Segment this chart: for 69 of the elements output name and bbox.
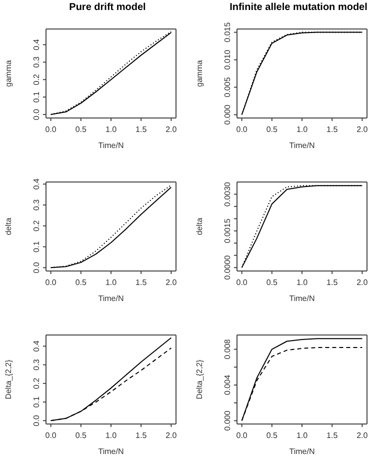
y-tick-label: 0.015: [223, 22, 232, 42]
x-axis-title: Time/N: [98, 447, 124, 456]
y-tick-label: 0.2: [32, 74, 41, 86]
x-tick-label: 1.0: [296, 278, 308, 287]
y-tick-label: 0.2: [32, 377, 41, 389]
y-tick-label: 0.3: [32, 56, 41, 68]
y-axis-title: gamma: [4, 60, 13, 87]
y-tick-label: 0.3: [32, 358, 41, 370]
x-tick-label: 0.5: [75, 278, 88, 287]
y-tick-label: 0.0030: [223, 181, 232, 206]
y-tick-label: 0.3: [32, 198, 41, 211]
x-tick-label: 2.0: [356, 125, 368, 134]
x-tick-label: 1.5: [136, 125, 148, 134]
x-axis-title: Time/N: [289, 141, 315, 150]
x-tick-label: 1.0: [296, 125, 308, 134]
chart-title: Pure drift model: [69, 2, 146, 13]
y-tick-label: 0.4: [32, 340, 41, 352]
x-axis-title: Time/N: [98, 294, 124, 303]
x-tick-label: 0.0: [45, 278, 57, 287]
y-tick-label: 0.000: [223, 410, 232, 431]
y-tick-label: 0.1: [32, 90, 41, 103]
x-tick-label: 2.0: [356, 278, 368, 287]
y-axis-title: Delta_{2,2}: [4, 359, 13, 400]
x-tick-label: 1.5: [136, 278, 148, 287]
x-tick-label: 0.5: [75, 431, 88, 440]
x-tick-label: 1.0: [105, 431, 118, 440]
y-tick-label: 0.000: [223, 104, 232, 125]
x-tick-label: 1.5: [326, 125, 338, 134]
chart-title: Infinite allele mutation model: [230, 2, 368, 13]
y-axis-title: Delta_{2,2}: [194, 359, 204, 400]
x-tick-label: 0.5: [266, 125, 278, 134]
x-tick-label: 1.5: [326, 278, 338, 287]
y-tick-label: 0.004: [223, 374, 232, 396]
y-tick-label: 0.008: [223, 338, 232, 360]
x-tick-label: 0.0: [236, 431, 248, 440]
x-tick-label: 0.0: [236, 125, 248, 134]
x-tick-label: 0.5: [75, 125, 88, 134]
x-axis-title: Time/N: [289, 294, 315, 303]
x-tick-label: 1.5: [326, 431, 338, 440]
x-tick-label: 2.0: [356, 431, 368, 440]
x-tick-label: 2.0: [166, 125, 178, 134]
y-tick-label: 0.0: [32, 262, 41, 274]
y-tick-label: 0.0: [32, 414, 41, 426]
y-tick-label: 0.1: [32, 240, 41, 252]
y-tick-label: 0.1: [32, 396, 41, 408]
x-tick-label: 0.0: [236, 278, 248, 287]
x-tick-label: 0.5: [266, 278, 278, 287]
y-axis-title: gamma: [194, 60, 204, 87]
x-tick-label: 0.0: [45, 431, 57, 440]
x-tick-label: 1.0: [296, 431, 308, 440]
y-axis-title: delta: [4, 217, 13, 236]
y-tick-label: 0.4: [32, 178, 41, 190]
y-tick-label: 0.010: [223, 49, 232, 70]
y-tick-label: 0.0015: [223, 218, 232, 244]
x-axis-title: Time/N: [289, 447, 315, 456]
x-tick-label: 1.0: [105, 278, 118, 287]
x-tick-label: 1.0: [105, 125, 118, 134]
x-axis-title: Time/N: [98, 141, 124, 150]
x-tick-label: 0.0: [45, 125, 57, 134]
y-tick-label: 0.0: [32, 108, 41, 120]
y-tick-label: 0.2: [32, 220, 41, 232]
y-tick-label: 0.0000: [223, 254, 232, 280]
x-tick-label: 2.0: [166, 278, 178, 287]
y-tick-label: 0.4: [32, 38, 41, 50]
y-axis-title: delta: [194, 217, 204, 236]
x-tick-label: 1.5: [136, 431, 148, 440]
x-tick-label: 2.0: [166, 431, 178, 440]
x-tick-label: 0.5: [266, 431, 278, 440]
y-tick-label: 0.005: [223, 76, 232, 98]
